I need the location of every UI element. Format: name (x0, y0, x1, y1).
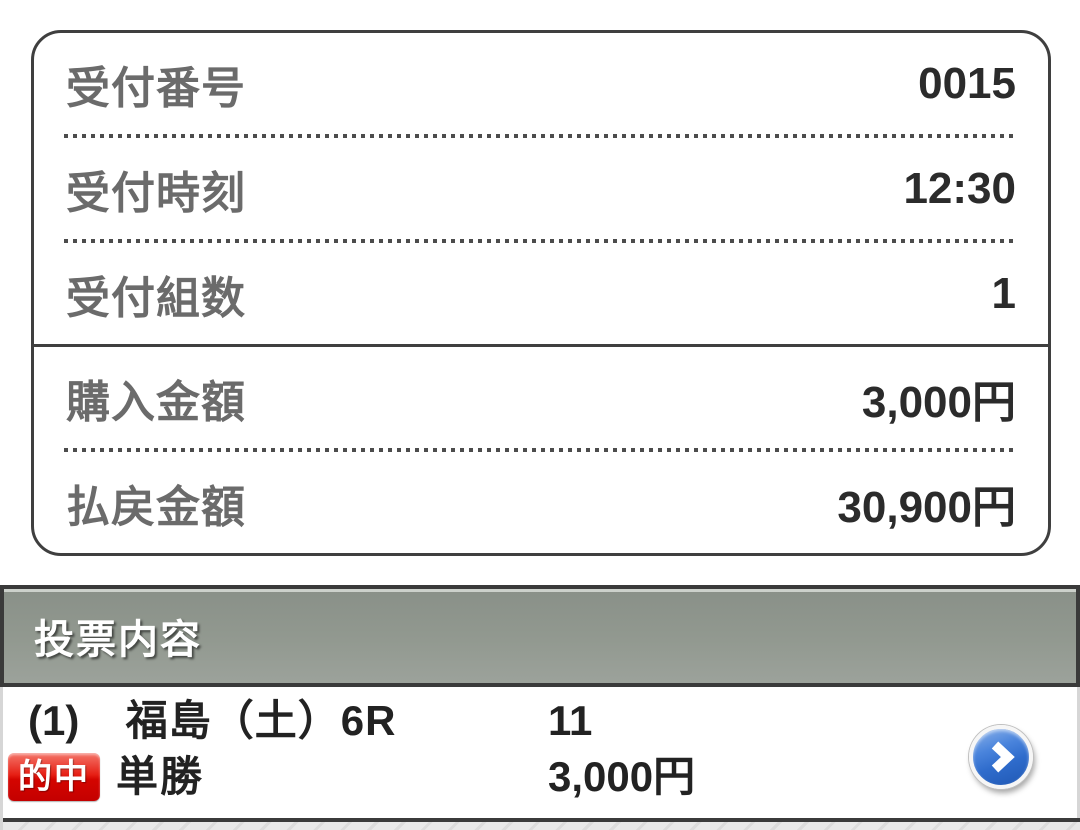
receipt-row-payout: 払戻金額 30,900円 (34, 452, 1048, 553)
dotted-divider (64, 134, 1018, 138)
bet-row-line2: 的中 単勝 3,000円 (3, 749, 1077, 805)
bet-amount: 3,000円 (548, 753, 696, 800)
dotted-divider (64, 239, 1018, 243)
receipt-row-value: 3,000円 (861, 377, 1016, 427)
receipt-row-value: 30,900円 (837, 482, 1016, 532)
receipt-row-label: 受付時刻 (66, 168, 246, 218)
receipt-row-label: 払戻金額 (66, 482, 246, 532)
section-title: 投票内容 (34, 618, 202, 662)
bet-row-line1: (1) 福島（土）6R 11 (3, 695, 1077, 747)
chevron-right-icon (991, 741, 1015, 773)
bet-race-label: 福島（土）6R (125, 697, 397, 744)
receipt-card: 受付番号 0015 受付時刻 12:30 受付組数 1 購入金額 3,000円 … (31, 30, 1051, 556)
receipt-row-sets: 受付組数 1 (34, 243, 1048, 344)
bet-section: (1) 福島（土）6R 11 的中 単勝 3,000円 (0, 687, 1080, 830)
bet-type-label: 単勝 (116, 753, 205, 800)
solid-divider (34, 344, 1048, 347)
receipt-row-purchase: 購入金額 3,000円 (34, 347, 1048, 448)
receipt-row-label: 受付組数 (66, 273, 246, 323)
receipt-row-time: 受付時刻 12:30 (34, 138, 1048, 239)
bet-row[interactable]: (1) 福島（土）6R 11 的中 単勝 3,000円 (3, 695, 1077, 826)
footer-stripe (3, 818, 1080, 830)
receipt-row-value: 12:30 (903, 163, 1016, 213)
receipt-row-label: 購入金額 (66, 377, 246, 427)
receipt-row-value: 0015 (918, 58, 1016, 108)
detail-arrow-button[interactable] (969, 725, 1033, 789)
dotted-divider (64, 448, 1018, 452)
receipt-row-value: 1 (991, 268, 1016, 318)
bet-index: (1) (28, 697, 80, 744)
receipt-row-label: 受付番号 (66, 63, 246, 113)
section-header-bar: 投票内容 (0, 585, 1080, 687)
receipt-row-number: 受付番号 0015 (34, 33, 1048, 134)
bet-horse-number: 11 (548, 697, 593, 744)
hit-badge: 的中 (8, 753, 100, 801)
